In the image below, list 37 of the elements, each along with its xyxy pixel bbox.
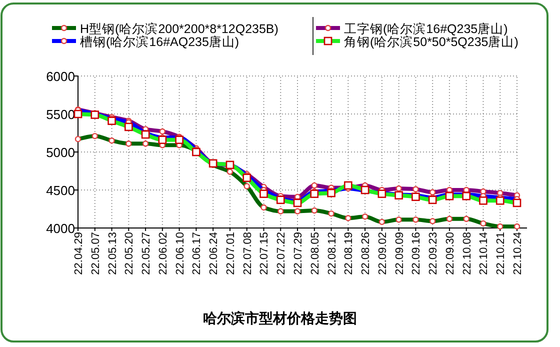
x-tick-label: 22.07.22	[276, 232, 288, 275]
x-tick-label: 22.08.19	[343, 232, 356, 275]
x-tick-label: 22.06.02	[157, 232, 170, 275]
x-tick-label: 22.04.29	[73, 232, 85, 275]
x-tick-label: 22.07.29	[292, 232, 304, 275]
x-tick-label: 22.10.14	[478, 232, 490, 275]
text: 哈尔滨市型材价格走势图	[203, 310, 357, 326]
y-tick-label: 4000	[46, 221, 75, 236]
x-tick-label: 22.10.24	[512, 232, 524, 275]
x-tick-label: 22.09.16	[410, 232, 423, 275]
x-tick-label: 22.06.24	[208, 232, 220, 275]
x-tick-label: 22.08.26	[360, 232, 372, 275]
x-tick-label: 22.07.15	[258, 232, 271, 275]
x-tick-label: 22.09.23	[428, 232, 440, 275]
x-tick-label: 22.09.30	[444, 232, 456, 275]
x-tick-label: 22.07.08	[242, 232, 254, 275]
x-tick-label: 22.05.27	[140, 232, 153, 275]
y-tick-label: 4500	[46, 183, 75, 198]
legend-label: 槽钢(哈尔滨16#AQ235唐山)	[80, 34, 240, 49]
y-tick-label: 6000	[46, 69, 75, 84]
x-tick-label: 22.07.01	[224, 232, 237, 275]
x-tick-label: 22.05.07	[90, 232, 102, 275]
legend-label: 角钢(哈尔滨50*50*5Q235唐山)	[344, 34, 518, 49]
legend-label: 工字钢(哈尔滨16#Q235唐山)	[344, 21, 508, 36]
x-tick-label: 22.09.09	[394, 232, 406, 275]
legend-label: H型钢(哈尔滨200*200*8*12Q235B)	[80, 21, 278, 36]
x-tick-label: 22.09.02	[376, 232, 389, 275]
x-tick-label: 22.08.12	[326, 232, 338, 275]
x-tick-label: 22.05.13	[106, 232, 119, 275]
y-tick-label: 5500	[46, 107, 75, 122]
y-tick-label: 5000	[46, 145, 75, 160]
x-tick-label: 22.06.17	[191, 232, 204, 275]
x-tick-label: 22.08.05	[309, 232, 322, 275]
x-tick-label: 22.10.21	[495, 232, 508, 275]
x-tick-label: 22.10.08	[461, 232, 474, 275]
x-tick-label: 22.06.10	[174, 232, 186, 275]
x-tick-label: 22.05.20	[124, 232, 136, 275]
